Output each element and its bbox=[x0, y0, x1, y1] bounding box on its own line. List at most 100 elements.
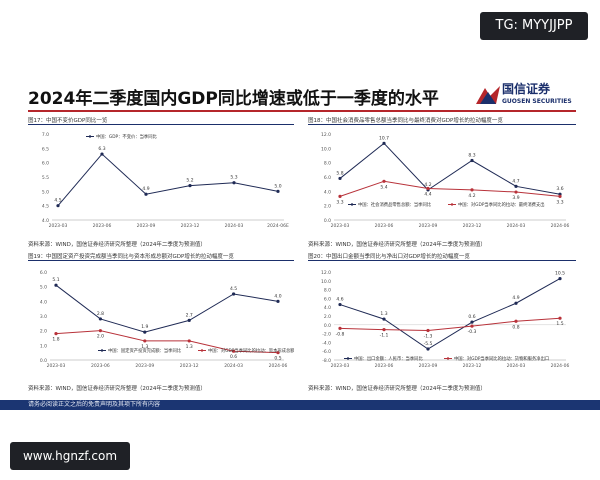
data-point bbox=[426, 328, 430, 333]
data-label: 6.3 bbox=[98, 146, 105, 152]
series-line bbox=[55, 330, 279, 354]
data-label: 1.3 bbox=[141, 344, 148, 350]
chart-gdp: 4.0 4.5 5.0 5.5 6.0 6.5 7.0 2023-03 2023-06 2023-… bbox=[42, 132, 289, 229]
panel-caption-1: 图17：中国不变价GDP同比一览 bbox=[28, 118, 108, 124]
data-point bbox=[232, 349, 236, 353]
data-label: 5.3 bbox=[230, 175, 237, 181]
data-point bbox=[558, 194, 562, 198]
y-tick-label: 7.0 bbox=[42, 132, 49, 138]
bottom-watermark-area: www.hgnzf.com bbox=[0, 410, 600, 480]
data-label: 4.9 bbox=[142, 186, 149, 192]
data-point bbox=[470, 320, 474, 324]
y-tick-label: 4.5 bbox=[42, 204, 49, 210]
top-watermark-area: TG: MYYJJPP bbox=[0, 0, 600, 62]
x-tick-label: 2024-06 bbox=[551, 363, 570, 369]
x-tick-label: 2024-06 bbox=[269, 363, 288, 369]
y-tick-label: 6.0 bbox=[40, 270, 47, 276]
x-tick-label: 2023-12 bbox=[180, 363, 199, 369]
logo-text-cn: 国信证券 bbox=[502, 82, 551, 96]
data-point bbox=[338, 302, 342, 307]
site-watermark: www.hgnzf.com bbox=[10, 442, 130, 470]
legend-marker bbox=[200, 349, 204, 352]
series-line bbox=[339, 180, 561, 197]
data-label: 4.2 bbox=[424, 182, 431, 188]
report-slide: 2024年二季度国内GDP同比增速或低于一季度的水平 国信证券 GUOSEN S… bbox=[0, 62, 600, 410]
data-point bbox=[558, 277, 562, 281]
data-label: 10.5 bbox=[555, 271, 565, 277]
panel-caption-2: 图18：中国社会消费品零售总额当季同比与最终消费对GDP增长的拉动幅度一览 bbox=[308, 118, 503, 124]
legend-marker bbox=[100, 349, 104, 352]
x-tick-label: 2023-03 bbox=[49, 223, 68, 229]
data-label: 2.0 bbox=[97, 334, 104, 340]
panel-caption-3: 图19：中国固定资产投资完成额当季同比与资本形成总额对GDP增长的拉动幅度一览 bbox=[28, 254, 234, 260]
panel-rule-4 bbox=[308, 260, 576, 261]
data-label: 3.3 bbox=[556, 199, 563, 205]
data-point bbox=[143, 339, 147, 343]
y-tick-label: 12.0 bbox=[321, 270, 331, 276]
data-point bbox=[98, 317, 102, 321]
y-tick-label: 6.0 bbox=[324, 296, 331, 302]
data-label: -1.3 bbox=[424, 334, 433, 340]
x-tick-label: 2023-06 bbox=[375, 223, 394, 229]
data-label: 4.5 bbox=[54, 198, 61, 204]
x-tick-label: 2023-06 bbox=[91, 363, 110, 369]
panel-rule-3 bbox=[28, 260, 294, 261]
data-label: -0.8 bbox=[336, 331, 345, 337]
panel-source-3: 资料来源：WIND，国信证券经济研究所整理（2024年二季度为预测值） bbox=[28, 386, 206, 392]
y-tick-label: 10.0 bbox=[321, 146, 331, 152]
data-label: 4.0 bbox=[274, 293, 281, 299]
data-label: 1.9 bbox=[141, 324, 148, 330]
y-tick-label: 0.0 bbox=[40, 358, 47, 364]
data-point bbox=[470, 158, 474, 163]
chart-consumption: 0.0 2.0 4.0 6.0 8.0 10.0 12.0 2023-03 2023-06 202… bbox=[321, 132, 570, 229]
data-label: 5.8 bbox=[336, 170, 343, 176]
x-tick-label: 2023-06 bbox=[375, 363, 394, 369]
y-tick-label: 12.0 bbox=[321, 132, 331, 138]
logo-text-en: GUOSEN SECURITIES bbox=[502, 98, 572, 105]
y-tick-label: 2.0 bbox=[324, 314, 331, 320]
y-tick-label: 5.5 bbox=[42, 175, 49, 181]
y-tick-label: 4.0 bbox=[324, 305, 331, 311]
legend-label: 中国：对GDP当季同比的拉动：货物和服务净出口 bbox=[454, 355, 549, 362]
y-tick-label: -4.0 bbox=[322, 340, 331, 346]
data-label: 4.5 bbox=[230, 286, 237, 292]
series-line bbox=[339, 142, 561, 195]
y-tick-label: -8.0 bbox=[322, 358, 331, 364]
data-point bbox=[338, 194, 342, 198]
data-point bbox=[54, 332, 58, 336]
y-tick-label: 0.0 bbox=[324, 218, 331, 224]
data-point bbox=[514, 190, 518, 194]
data-label: 10.7 bbox=[379, 135, 389, 141]
data-point bbox=[54, 283, 58, 287]
y-tick-label: 8.0 bbox=[324, 288, 331, 294]
y-tick-label: 1.0 bbox=[40, 343, 47, 349]
x-tick-label: 2023-06 bbox=[93, 223, 112, 229]
data-point bbox=[232, 181, 236, 185]
data-point bbox=[276, 299, 280, 303]
data-point bbox=[187, 339, 191, 343]
data-label: 1.3 bbox=[380, 311, 387, 317]
x-tick-label: 2023-09 bbox=[419, 363, 438, 369]
legend-marker bbox=[446, 357, 450, 360]
data-point bbox=[470, 324, 474, 328]
data-label: 5.0 bbox=[274, 183, 281, 189]
data-point bbox=[56, 204, 60, 208]
data-label: 4.9 bbox=[512, 295, 519, 301]
data-point bbox=[338, 176, 342, 181]
x-tick-label: 2024-03 bbox=[507, 223, 526, 229]
panel-source-4: 资料来源：WIND，国信证券经济研究所整理（2024年二季度为预测值） bbox=[308, 386, 486, 392]
panel-source-2: 资料来源：WIND，国信证券经济研究所整理（2024年二季度为预测值） bbox=[308, 242, 486, 248]
y-tick-label: 4.0 bbox=[42, 218, 49, 224]
panel-rule-1 bbox=[28, 124, 294, 125]
data-label: 4.6 bbox=[336, 297, 343, 303]
disclaimer-bar: 请务必阅读正文之后的免责声明及其项下所有内容 bbox=[0, 400, 600, 410]
data-point bbox=[514, 184, 518, 188]
data-point bbox=[514, 319, 518, 323]
data-label: 3.3 bbox=[336, 199, 343, 205]
x-tick-label: 2024-03 bbox=[507, 363, 526, 369]
legend-marker bbox=[88, 135, 92, 138]
y-tick-label: 8.0 bbox=[324, 161, 331, 167]
y-tick-label: 4.0 bbox=[40, 299, 47, 305]
data-label: 5.1 bbox=[52, 277, 59, 283]
data-label: 1.3 bbox=[186, 344, 193, 350]
